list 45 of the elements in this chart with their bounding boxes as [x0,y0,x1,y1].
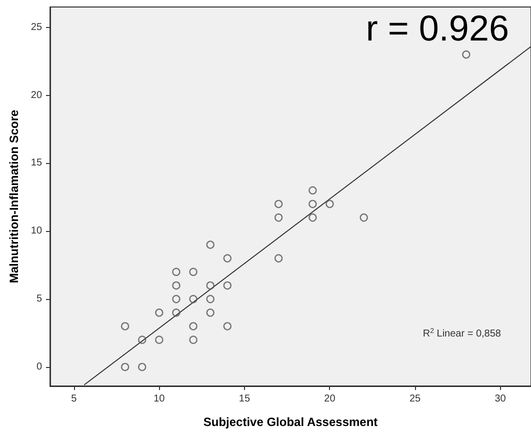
point [206,240,214,249]
point [206,308,214,317]
point [172,294,180,304]
point [172,308,180,317]
point [308,213,317,222]
point [360,213,368,222]
point [223,322,232,330]
y-tick-label: 20 [30,90,42,101]
point [189,322,198,330]
point [274,200,283,208]
x-tick-label: 5 [71,394,78,404]
point [189,268,198,276]
point [206,294,214,304]
point [308,186,317,194]
point [274,254,283,262]
y-tick-label: 15 [30,158,42,169]
x-tick-label: 10 [154,394,166,404]
point [172,281,180,290]
x-tick-label: 20 [324,394,336,404]
point [155,336,164,344]
y-axis-title: Malnutrition-Inflamation Score [7,110,21,284]
point [326,200,334,208]
point [120,322,130,330]
point [206,281,214,290]
x-tick-label: 25 [409,394,422,404]
point [223,281,232,290]
y-tick-label: 10 [30,226,42,237]
x-tick-label: 15 [238,394,250,404]
point [189,336,198,344]
x-axis-title: Subjective Global Assessment [203,415,378,429]
annotation: r = 0.926 [366,8,510,48]
y-tick-label: 0 [36,361,42,372]
point [189,294,198,304]
point [223,254,232,262]
x-tick-label: 30 [494,394,506,404]
point [308,200,317,208]
point [155,308,164,317]
y-tick-label: 25 [30,22,42,33]
point [138,362,146,372]
point [274,213,283,222]
point [120,362,130,372]
point [462,50,470,59]
y-tick-label: 5 [36,294,42,305]
point [138,336,146,344]
point [172,268,180,276]
